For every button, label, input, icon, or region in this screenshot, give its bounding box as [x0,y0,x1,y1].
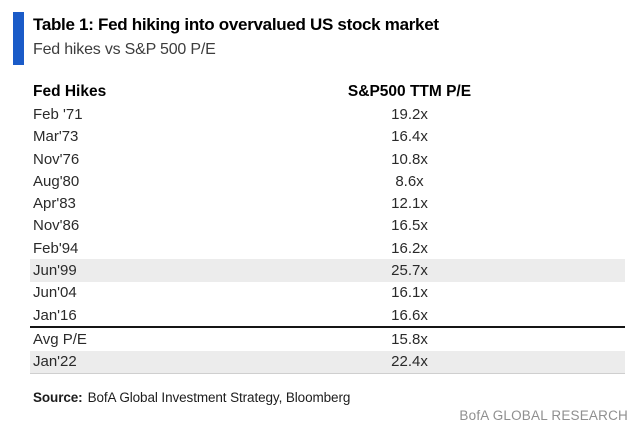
table-row: Feb '71 19.2x [30,103,625,125]
table-row: Aug'80 8.6x [30,170,625,192]
row-value: 16.5x [391,217,428,235]
row-label: Apr'83 [33,195,76,213]
row-label: Jan'16 [33,306,77,324]
table-row-highlighted: Jan'22 22.4x [30,350,625,374]
row-label: Jan'22 [33,353,77,371]
row-value: 12.1x [391,195,428,213]
row-value: 22.4x [391,353,428,371]
table-row: Nov'76 10.8x [30,148,625,170]
row-value: 19.2x [391,105,428,123]
row-label: Nov'76 [33,150,80,168]
figure-titles: Table 1: Fed hiking into overvalued US s… [33,12,439,65]
row-value: 16.2x [391,239,428,257]
column-header-sp500-ttm-pe: S&P500 TTM P/E [347,83,472,101]
figure-title: Table 1: Fed hiking into overvalued US s… [33,15,439,34]
source-label: Source: [33,389,83,405]
figure-header: Table 1: Fed hiking into overvalued US s… [0,0,640,65]
row-label: Feb '71 [33,105,83,123]
table-row: Jan'16 16.6x [30,304,625,329]
fed-hikes-table: Fed Hikes S&P500 TTM P/E Feb '71 19.2x M… [30,81,625,374]
row-label: Avg P/E [33,330,87,348]
table-row: Nov'86 16.5x [30,215,625,237]
row-value: 16.4x [391,128,428,146]
table-row: Jun'04 16.1x [30,282,625,304]
row-value: 10.8x [391,150,428,168]
table-row: Mar'73 16.4x [30,126,625,148]
row-label: Jun'04 [33,284,77,302]
brand-text: BofA GLOBAL RESEARCH [459,408,628,423]
row-label: Mar'73 [33,128,79,146]
row-label: Feb'94 [33,239,79,257]
accent-bar [13,12,24,65]
table-row: Apr'83 12.1x [30,192,625,214]
table-row-highlighted: Jun'99 25.7x [30,259,625,282]
row-label: Jun'99 [33,262,77,280]
source-line: Source: BofA Global Investment Strategy, … [33,390,640,405]
source-text: BofA Global Investment Strategy, Bloombe… [87,389,351,405]
row-label: Nov'86 [33,217,80,235]
row-label: Aug'80 [33,172,80,190]
row-value: 25.7x [391,262,428,280]
row-value: 15.8x [391,330,428,348]
row-value: 16.1x [391,284,428,302]
table-header-row: Fed Hikes S&P500 TTM P/E [30,81,625,103]
row-value: 16.6x [391,306,428,324]
table-row-average: Avg P/E 15.8x [30,328,625,350]
table-row: Feb'94 16.2x [30,237,625,259]
figure-subtitle: Fed hikes vs S&P 500 P/E [33,41,216,58]
row-value: 8.6x [395,172,424,190]
column-header-fed-hikes: Fed Hikes [33,83,107,101]
